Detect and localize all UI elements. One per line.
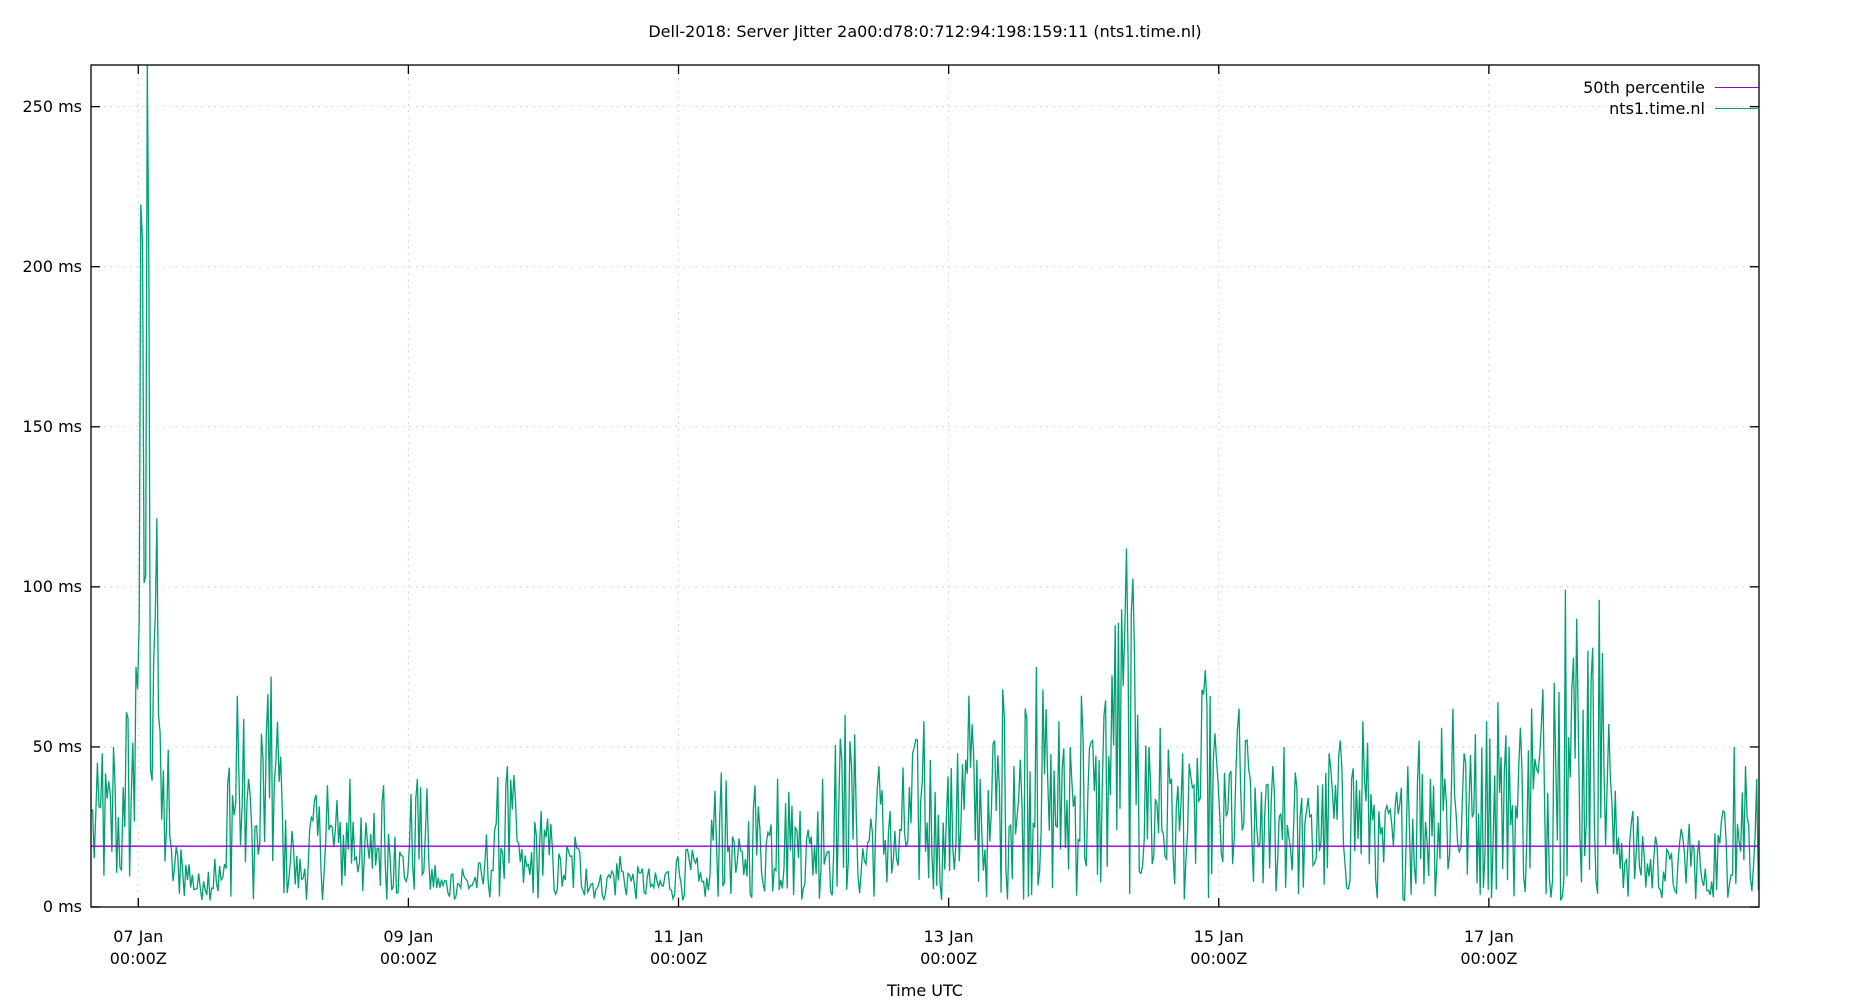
y-tick-label: 200 ms xyxy=(22,256,82,276)
plot-frame xyxy=(90,64,1760,908)
y-tick-label: 150 ms xyxy=(22,416,82,436)
y-tick-label: 250 ms xyxy=(22,96,82,116)
x-tick-label: 15 Jan 00:00Z xyxy=(1190,927,1248,968)
legend-swatch-purple xyxy=(1715,87,1760,88)
legend: 50th percentile nts1.time.nl xyxy=(1583,77,1760,119)
x-tick-label: 11 Jan 00:00Z xyxy=(649,927,708,968)
legend-swatch-green xyxy=(1715,108,1760,109)
series-layer xyxy=(90,64,1760,902)
legend-label: 50th percentile xyxy=(1583,78,1705,97)
y-tick-label: 50 ms xyxy=(32,736,82,756)
x-axis-label: Time UTC xyxy=(887,981,963,1000)
axis-ticks xyxy=(91,65,1759,908)
x-tick-label: 13 Jan 00:00Z xyxy=(920,927,978,968)
x-tick-label: 09 Jan 00:00Z xyxy=(379,927,437,968)
series-nts1-line xyxy=(90,64,1760,902)
y-tick-label: 100 ms xyxy=(22,576,82,596)
chart-title: Dell-2018: Server Jitter 2a00:d78:0:712:… xyxy=(648,22,1202,41)
y-tick-label: 0 ms xyxy=(42,897,82,916)
x-tick-label: 07 Jan 00:00Z xyxy=(109,927,167,968)
x-tick-label: 17 Jan 00:00Z xyxy=(1460,927,1518,968)
legend-item-nts1: nts1.time.nl xyxy=(1583,98,1760,119)
legend-label: nts1.time.nl xyxy=(1609,99,1705,118)
legend-item-percentile: 50th percentile xyxy=(1583,77,1760,98)
